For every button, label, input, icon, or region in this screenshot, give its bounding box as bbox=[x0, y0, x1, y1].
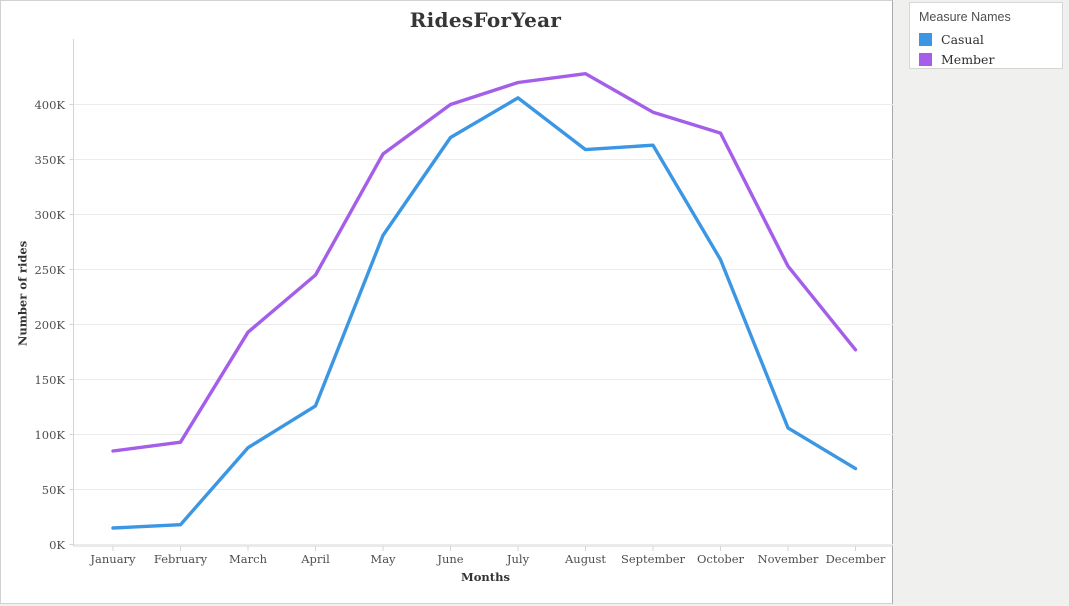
legend-swatch-member bbox=[919, 52, 932, 66]
chart-title: RidesForYear bbox=[409, 8, 562, 32]
y-tick-label: 100K bbox=[34, 427, 65, 442]
legend-items: Casual Member bbox=[910, 29, 1062, 69]
legend-item-casual[interactable]: Casual bbox=[910, 29, 1062, 49]
y-tick-label: 0K bbox=[49, 537, 65, 552]
legend-swatch-casual bbox=[919, 32, 932, 46]
legend-item-label: Casual bbox=[941, 31, 984, 47]
x-tick-label: March bbox=[229, 552, 267, 566]
x-tick-label: June bbox=[437, 552, 464, 566]
x-tick-label: January bbox=[90, 552, 136, 566]
legend-card: Measure Names Casual Member bbox=[909, 2, 1063, 69]
x-axis-title: Months bbox=[461, 570, 510, 584]
y-tick-label: 300K bbox=[34, 207, 65, 222]
x-tick-label: November bbox=[757, 552, 819, 566]
legend-title: Measure Names bbox=[919, 10, 1011, 24]
y-tick-label: 350K bbox=[34, 152, 65, 167]
x-tick-label: September bbox=[620, 552, 686, 566]
x-tick-label: October bbox=[696, 552, 745, 566]
y-tick-label: 400K bbox=[34, 97, 65, 112]
x-tick-label: December bbox=[825, 552, 886, 566]
x-tick-label: February bbox=[153, 552, 208, 566]
plot-area[interactable] bbox=[68, 39, 893, 553]
chart-card: RidesForYear 0K 50K 100K 150K 200K 250K 300K 35… bbox=[0, 0, 893, 604]
series-line-member[interactable] bbox=[111, 72, 858, 453]
x-tick-label: May bbox=[370, 552, 396, 566]
y-tick-label: 150K bbox=[34, 372, 65, 387]
series-line-casual[interactable] bbox=[111, 96, 858, 530]
x-tick-label: August bbox=[564, 552, 606, 566]
y-tick-label: 250K bbox=[34, 262, 65, 277]
y-tick-label: 200K bbox=[34, 317, 65, 332]
y-tick-label: 50K bbox=[41, 482, 65, 497]
legend-item-member[interactable]: Member bbox=[910, 49, 1062, 69]
y-axis-title: Number of rides bbox=[15, 240, 30, 347]
x-tick-label: April bbox=[301, 552, 330, 566]
x-tick-label: July bbox=[506, 552, 530, 566]
legend-item-label: Member bbox=[941, 51, 995, 67]
